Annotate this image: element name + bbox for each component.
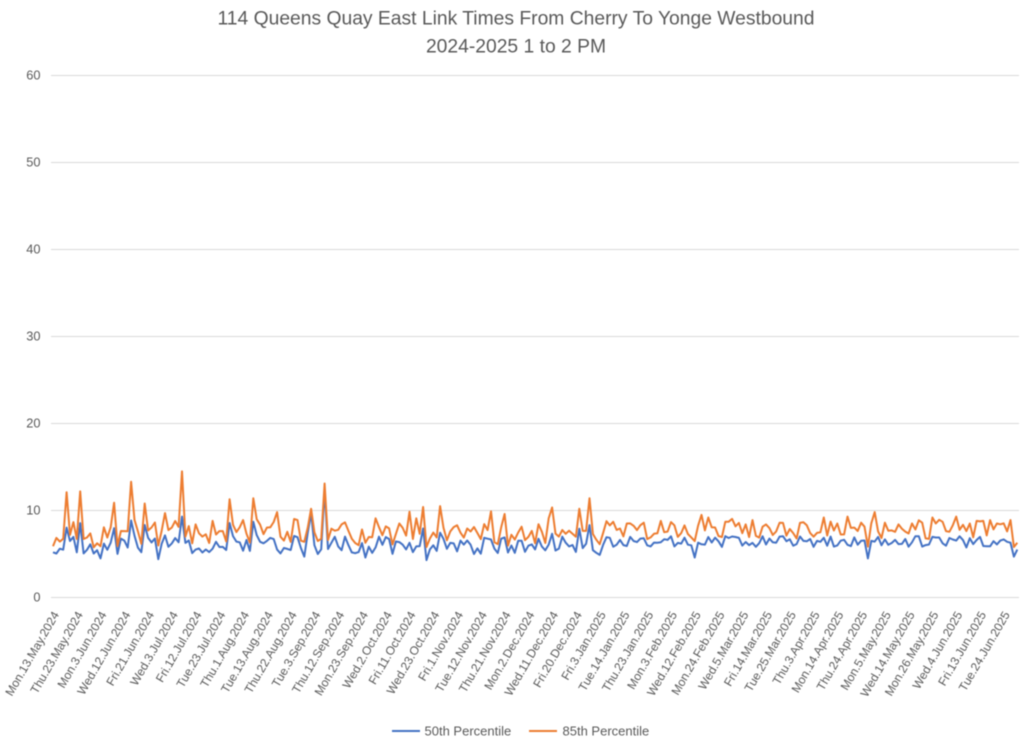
svg-text:114 Queens Quay East Link Time: 114 Queens Quay East Link Times From Che…	[218, 9, 815, 30]
svg-text:0: 0	[33, 590, 40, 605]
svg-text:40: 40	[26, 242, 40, 257]
svg-text:20: 20	[26, 416, 40, 431]
svg-text:10: 10	[26, 503, 40, 518]
svg-text:85th Percentile: 85th Percentile	[563, 724, 650, 739]
svg-text:50th Percentile: 50th Percentile	[425, 724, 512, 739]
svg-text:50: 50	[26, 155, 40, 170]
svg-text:2024-2025 1 to 2 PM: 2024-2025 1 to 2 PM	[426, 37, 606, 58]
svg-text:60: 60	[26, 68, 40, 83]
svg-text:30: 30	[26, 329, 40, 344]
